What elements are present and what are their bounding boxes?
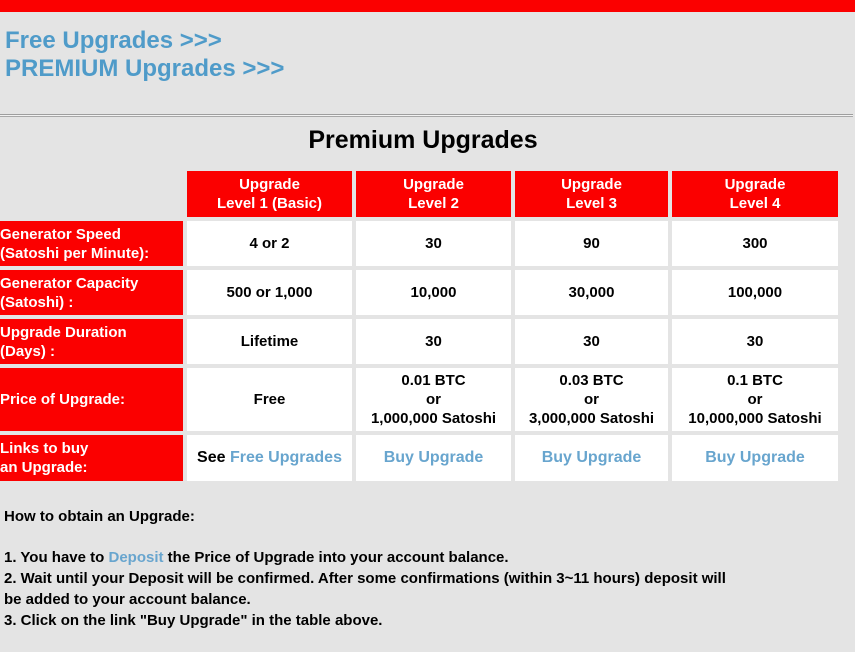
column-header-line: Level 2 bbox=[408, 195, 459, 212]
row-header-line: (Days) : bbox=[0, 342, 56, 360]
table-cell: 100,000 bbox=[672, 270, 838, 315]
row-header-links-to-buy: Links to buy an Upgrade: bbox=[0, 435, 183, 481]
section-divider bbox=[0, 114, 853, 117]
table-cell: Lifetime bbox=[187, 319, 352, 364]
column-header-line: Upgrade bbox=[403, 176, 464, 193]
top-nav: Free Upgrades >>> PREMIUM Upgrades >>> bbox=[5, 27, 284, 83]
row-header-line: an Upgrade: bbox=[0, 459, 88, 476]
table-cell: 10,000 bbox=[356, 270, 511, 315]
table-row: Upgrade Duration (Days) : Lifetime 30 30… bbox=[0, 319, 838, 364]
page-title: Premium Upgrades bbox=[308, 126, 538, 154]
step-1-prefix: 1. You have to bbox=[4, 549, 109, 566]
row-header-generator-speed: Generator Speed (Satoshi per Minute): bbox=[0, 221, 183, 266]
table-cell: Buy Upgrade bbox=[356, 435, 511, 481]
column-header-line: Upgrade bbox=[724, 176, 786, 193]
column-header-level-4: Upgrade Level 4 bbox=[672, 171, 838, 217]
howto-step-3: 3. Click on the link "Buy Upgrade" in th… bbox=[4, 612, 383, 629]
price-line: 0.03 BTC bbox=[559, 372, 624, 389]
price-line: 0.1 BTC bbox=[727, 372, 783, 389]
nav-link-free-upgrades[interactable]: Free Upgrades >>> bbox=[5, 27, 222, 54]
see-label: See bbox=[197, 449, 230, 466]
howto-step-2-continued: be added to your account balance. bbox=[4, 591, 251, 608]
column-header-level-2: Upgrade Level 2 bbox=[356, 171, 511, 217]
column-header-level-3: Upgrade Level 3 bbox=[515, 171, 668, 217]
price-line: 1,000,000 Satoshi bbox=[370, 410, 497, 427]
table-row: Generator Speed (Satoshi per Minute): 4 … bbox=[0, 221, 838, 266]
row-header-upgrade-duration: Upgrade Duration (Days) : bbox=[0, 319, 183, 364]
column-header-line: Level 4 bbox=[729, 195, 781, 212]
price-line: 0.01 BTC bbox=[401, 372, 466, 389]
row-header-line: (Satoshi) : bbox=[0, 293, 74, 311]
table-cell: See Free Upgrades bbox=[187, 435, 352, 481]
row-header-line: (Satoshi per Minute): bbox=[0, 244, 150, 262]
link-buy-upgrade-level-4[interactable]: Buy Upgrade bbox=[705, 449, 805, 466]
howto-step-2: 2. Wait until your Deposit will be confi… bbox=[4, 570, 726, 587]
price-line: 10,000,000 Satoshi bbox=[688, 410, 822, 427]
row-header-line: Generator Capacity bbox=[0, 274, 139, 292]
row-header-line: Links to buy bbox=[0, 440, 89, 457]
howto-step-1: 1. You have to Deposit the Price of Upgr… bbox=[4, 547, 854, 568]
row-header-price-of-upgrade: Price of Upgrade: bbox=[0, 368, 183, 431]
link-free-upgrades[interactable]: Free Upgrades bbox=[229, 449, 342, 466]
premium-upgrades-table: Upgrade Level 1 (Basic) Upgrade Level 2 … bbox=[0, 167, 842, 485]
table-cell: 90 bbox=[515, 221, 668, 266]
table-cell: 0.01 BTC or 1,000,000 Satoshi bbox=[356, 368, 511, 431]
column-header-line: Level 1 (Basic) bbox=[216, 195, 323, 212]
step-1-suffix: the Price of Upgrade into your account b… bbox=[163, 549, 509, 566]
table-cell: 30 bbox=[672, 319, 838, 364]
row-header-line: Upgrade Duration bbox=[0, 323, 127, 341]
table-row: Links to buy an Upgrade: See Free Upgrad… bbox=[0, 435, 838, 481]
price-line: or bbox=[584, 391, 599, 408]
row-header-line: Generator Speed bbox=[0, 225, 121, 243]
table-cell: 30,000 bbox=[515, 270, 668, 315]
column-header-level-1: Upgrade Level 1 (Basic) bbox=[187, 171, 352, 217]
table-row: Generator Capacity (Satoshi) : 500 or 1,… bbox=[0, 270, 838, 315]
column-header-line: Upgrade bbox=[561, 176, 622, 193]
column-header-line: Level 3 bbox=[566, 195, 617, 212]
table-cell: 30 bbox=[356, 319, 511, 364]
nav-link-premium-upgrades[interactable]: PREMIUM Upgrades >>> bbox=[5, 55, 285, 82]
table-cell: 500 or 1,000 bbox=[187, 270, 352, 315]
table-header-row: Upgrade Level 1 (Basic) Upgrade Level 2 … bbox=[0, 171, 838, 217]
table-cell: 0.03 BTC or 3,000,000 Satoshi bbox=[515, 368, 668, 431]
link-buy-upgrade-level-3[interactable]: Buy Upgrade bbox=[541, 449, 642, 466]
table-cell: Free bbox=[187, 368, 352, 431]
price-line: 3,000,000 Satoshi bbox=[528, 410, 655, 427]
row-header-generator-capacity: Generator Capacity (Satoshi) : bbox=[0, 270, 183, 315]
link-buy-upgrade-level-2[interactable]: Buy Upgrade bbox=[383, 449, 484, 466]
price-line: or bbox=[747, 391, 763, 408]
table-cell: 300 bbox=[672, 221, 838, 266]
table-cell: 4 or 2 bbox=[187, 221, 352, 266]
table-row: Price of Upgrade: Free 0.01 BTC or 1,000… bbox=[0, 368, 838, 431]
price-line: or bbox=[426, 391, 441, 408]
table-cell: Buy Upgrade bbox=[515, 435, 668, 481]
column-header-line: Upgrade bbox=[239, 176, 300, 193]
table-cell: Buy Upgrade bbox=[672, 435, 838, 481]
top-red-bar bbox=[0, 0, 855, 12]
howto-heading: How to obtain an Upgrade: bbox=[4, 508, 195, 525]
row-header-line: Price of Upgrade: bbox=[0, 391, 126, 408]
table-cell: 0.1 BTC or 10,000,000 Satoshi bbox=[672, 368, 838, 431]
table-cell: 30 bbox=[356, 221, 511, 266]
deposit-link[interactable]: Deposit bbox=[108, 549, 164, 566]
howto-section: How to obtain an Upgrade: 1. You have to… bbox=[4, 508, 854, 631]
table-cell: 30 bbox=[515, 319, 668, 364]
table-corner-cell bbox=[0, 171, 183, 217]
